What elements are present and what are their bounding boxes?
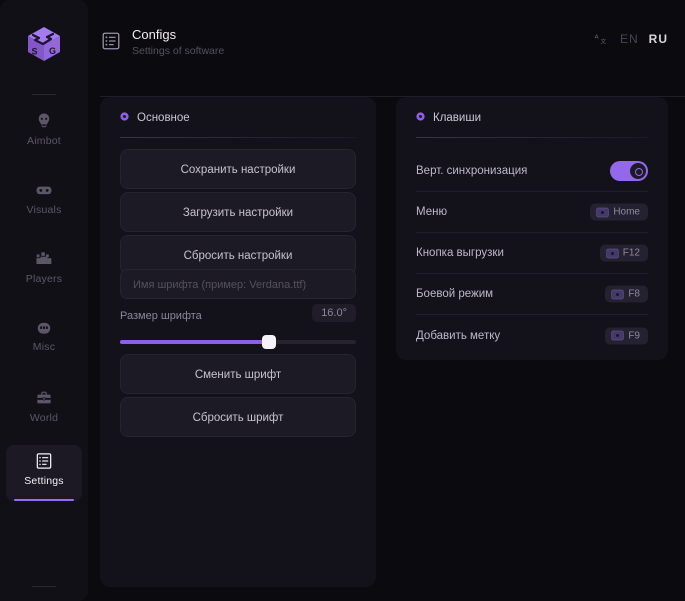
svg-text:文: 文 <box>600 37 606 45</box>
svg-text:S: S <box>32 47 38 57</box>
svg-text:G: G <box>49 46 56 56</box>
svg-text:A: A <box>594 34 598 40</box>
